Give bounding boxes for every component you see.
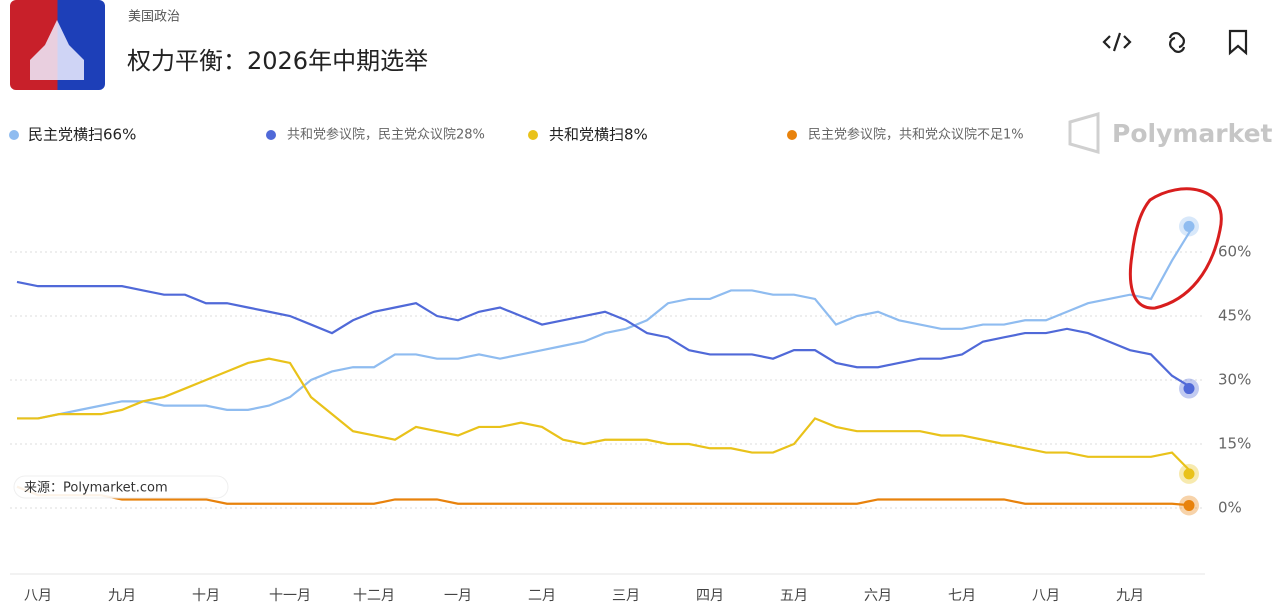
- section-label: 美国政治: [128, 10, 180, 25]
- x-tick-label: 九月: [1116, 588, 1144, 604]
- embed-icon[interactable]: [1102, 32, 1132, 52]
- x-tick-label: 八月: [24, 588, 52, 604]
- source-label: 来源：Polymarket.com: [24, 481, 168, 496]
- toolbar: [1102, 29, 1248, 56]
- y-tick-label: 15%: [1218, 435, 1251, 453]
- x-tick-label: 十一月: [269, 588, 311, 604]
- x-tick-label: 六月: [864, 588, 892, 604]
- legend-swatch: [9, 130, 19, 140]
- legend-label: 民主党参议院，共和党众议院不足1%: [808, 127, 1024, 143]
- brand-logo: [1068, 112, 1100, 154]
- end-point: [1183, 220, 1195, 232]
- y-tick-label: 45%: [1218, 307, 1251, 325]
- brand: Polymarket: [1068, 112, 1273, 154]
- x-tick-label: 五月: [780, 588, 808, 604]
- legend-swatch: [787, 130, 797, 140]
- legend-label: 民主党横扫66%: [28, 126, 136, 144]
- end-point: [1183, 468, 1195, 480]
- end-point: [1183, 383, 1195, 395]
- x-tick-label: 十月: [192, 588, 220, 604]
- series-line: [16, 485, 1194, 507]
- y-tick-label: 60%: [1218, 243, 1251, 261]
- x-tick-label: 九月: [108, 588, 136, 604]
- x-tick-label: 一月: [444, 588, 472, 604]
- bookmark-icon[interactable]: [1228, 29, 1248, 56]
- legend-label: 共和党参议院，民主党众议院28%: [287, 127, 485, 143]
- brand-name: Polymarket: [1112, 119, 1273, 148]
- x-tick-label: 四月: [696, 588, 724, 604]
- y-tick-label: 0%: [1218, 499, 1242, 517]
- legend-label: 共和党横扫8%: [549, 126, 648, 144]
- source-badge: [13, 475, 229, 499]
- x-tick-label: 二月: [528, 588, 556, 604]
- x-tick-label: 三月: [612, 588, 640, 604]
- end-point: [1183, 499, 1195, 511]
- link-icon[interactable]: [1168, 32, 1186, 53]
- x-tick-label: 十二月: [353, 588, 395, 604]
- legend-swatch: [266, 130, 276, 140]
- capitol-icon: [30, 20, 84, 80]
- y-tick-label: 30%: [1218, 371, 1251, 389]
- series-line: [17, 225, 1194, 420]
- chart-title: 权力平衡：2026年中期选举: [127, 47, 428, 75]
- series-line: [17, 357, 1194, 475]
- annotation-circle: [1128, 187, 1223, 310]
- series-line: [16, 280, 1194, 390]
- x-tick-label: 七月: [948, 588, 976, 604]
- legend-swatch: [528, 130, 538, 140]
- x-tick-label: 八月: [1032, 588, 1060, 604]
